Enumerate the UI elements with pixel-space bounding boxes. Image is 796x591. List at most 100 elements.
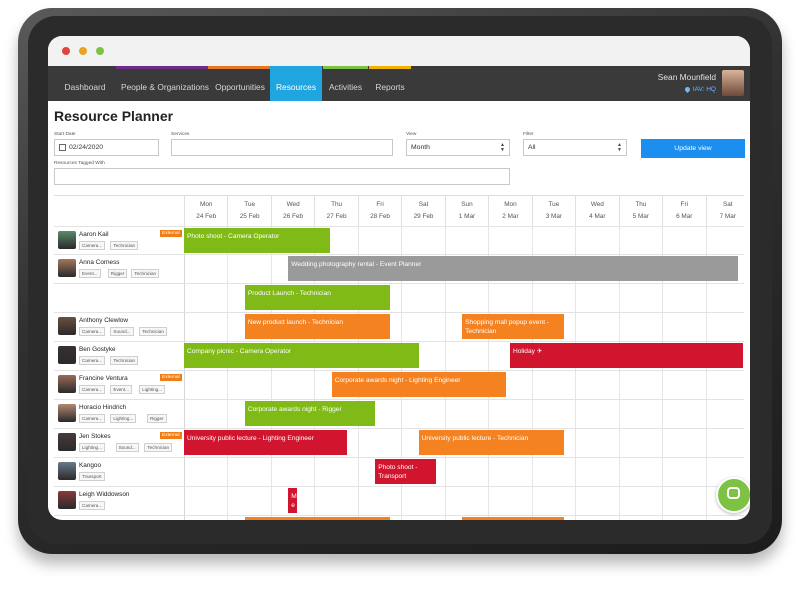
- resource-avatar[interactable]: [58, 491, 76, 509]
- resource-avatar[interactable]: [58, 259, 76, 277]
- update-view-button[interactable]: Update view: [641, 139, 745, 158]
- booking-bar[interactable]: M e: [288, 488, 297, 513]
- chat-button[interactable]: [716, 477, 750, 513]
- row-line: [54, 226, 744, 227]
- resource-name[interactable]: Ben Gostyke: [79, 346, 116, 353]
- resource-tag: Event...: [79, 269, 101, 278]
- window-chrome: [48, 36, 750, 66]
- booking-bar[interactable]: [244, 517, 391, 520]
- user-avatar[interactable]: [722, 70, 744, 96]
- resource-tag: Lighting...: [139, 385, 166, 394]
- day-of-week: Wed: [286, 201, 300, 208]
- day-date: 24 Feb: [196, 213, 217, 220]
- resource-name[interactable]: Jen Stokes: [79, 433, 111, 440]
- day-header: Sun 1 Mar: [444, 196, 488, 226]
- tab-resources-label: Resources: [275, 82, 317, 92]
- day-header: Tue 3 Mar: [531, 196, 575, 226]
- booking-bar[interactable]: University public lecture - Technician: [418, 430, 565, 455]
- location-pin-icon: [683, 85, 691, 93]
- booking-bar[interactable]: University public lecture - Lighting Eng…: [184, 430, 347, 455]
- tab-resources[interactable]: Resources: [270, 66, 322, 101]
- day-of-week: Tue: [548, 201, 560, 208]
- resource-name[interactable]: Leigh Widdowson: [79, 491, 130, 498]
- booking-bar[interactable]: New product launch - Technician: [244, 314, 391, 339]
- tab-opportunities[interactable]: Opportunities: [208, 66, 272, 101]
- booking-bar[interactable]: Wedding photography rental - Event Plann…: [288, 256, 739, 281]
- booking-bar[interactable]: Corporate awards night - Rigger: [244, 401, 376, 426]
- start-date-input[interactable]: 02/24/2020: [54, 139, 159, 156]
- row-line: [54, 312, 744, 313]
- tab-activities[interactable]: Activities: [323, 66, 368, 101]
- row-line: [54, 283, 744, 284]
- row-line: [54, 254, 744, 255]
- resource-name[interactable]: Horacio Hindrich: [79, 404, 127, 411]
- day-of-week: Fri: [680, 201, 688, 208]
- services-input[interactable]: [171, 139, 393, 156]
- tab-dashboard[interactable]: Dashboard: [54, 66, 116, 101]
- view-select-value: Month: [411, 144, 430, 151]
- minimize-window-button[interactable]: [79, 47, 87, 55]
- tab-dashboard-label: Dashboard: [64, 82, 106, 92]
- filter-select[interactable]: All ▲ ▼: [523, 139, 627, 156]
- tab-opportunities-label: Opportunities: [215, 82, 265, 92]
- resource-avatar[interactable]: [58, 346, 76, 364]
- external-badge: External: [160, 230, 182, 237]
- resource-grid: Mon 24 Feb Tue 25 Feb Wed 26 Feb Thu 27 Feb Fri 2…: [54, 195, 744, 520]
- day-header: Wed 26 Feb: [270, 196, 314, 226]
- resource-name[interactable]: Francine Ventura: [79, 375, 128, 382]
- row-line: [54, 341, 744, 342]
- tab-reports[interactable]: Reports: [369, 66, 411, 101]
- tagged-input[interactable]: [54, 168, 510, 185]
- day-of-week: Fri: [376, 201, 384, 208]
- day-date: 7 Mar: [719, 213, 736, 220]
- resource-avatar[interactable]: [58, 375, 76, 393]
- chat-icon: [727, 487, 740, 499]
- resource-avatar[interactable]: [58, 231, 76, 249]
- tab-people-organizations[interactable]: People & Organizations: [116, 66, 214, 101]
- resource-tag: Technician: [144, 443, 173, 452]
- resource-tag: Transport: [79, 472, 105, 481]
- resource-avatar[interactable]: [58, 433, 76, 451]
- resource-tag: Sound...: [115, 443, 139, 452]
- day-header: Fri 6 Mar: [662, 196, 705, 226]
- booking-bar[interactable]: Company picnic - Camera Operator: [184, 343, 419, 368]
- resource-tag: Lighting...: [79, 443, 105, 452]
- user-name[interactable]: Sean Mounfield: [657, 72, 716, 82]
- booking-bar[interactable]: Photo shoot - Camera Operator: [184, 228, 330, 253]
- resource-name[interactable]: Aaron Kail: [79, 231, 109, 238]
- resource-avatar[interactable]: [58, 462, 76, 480]
- resource-tag: Camera...: [79, 501, 106, 510]
- day-date: 25 Feb: [239, 213, 260, 220]
- resource-tag: Camera...: [79, 327, 106, 336]
- day-date: 28 Feb: [370, 213, 390, 220]
- select-arrows-icon: ▲ ▼: [500, 142, 505, 153]
- view-select[interactable]: Month ▲ ▼: [406, 139, 510, 156]
- resource-name[interactable]: Kangoo: [79, 462, 102, 469]
- close-window-button[interactable]: [62, 47, 70, 55]
- day-column-line: [227, 226, 229, 520]
- day-column-line: [314, 226, 316, 520]
- day-date: 27 Feb: [326, 213, 347, 220]
- tagged-label: Resources Tagged With: [54, 161, 105, 166]
- external-badge: External: [160, 432, 182, 439]
- booking-bar[interactable]: Shopping mall popup event - Technician: [462, 314, 565, 339]
- resource-avatar[interactable]: [58, 317, 76, 335]
- booking-bar[interactable]: Photo shoot - Transport: [375, 459, 437, 484]
- user-location[interactable]: IAV: HQ: [683, 85, 716, 93]
- maximize-window-button[interactable]: [96, 47, 104, 55]
- tab-people-label: People & Organizations: [121, 82, 209, 92]
- start-date-label: Start Date: [54, 132, 76, 137]
- booking-bar[interactable]: Product Launch - Technician: [244, 285, 391, 310]
- resource-name[interactable]: Anna Corness: [79, 259, 120, 266]
- day-date: 4 Mar: [589, 213, 606, 220]
- day-header: Mon 24 Feb: [184, 196, 227, 226]
- resource-avatar[interactable]: [58, 404, 76, 422]
- booking-bar[interactable]: Holiday ✈: [509, 343, 743, 368]
- resource-name[interactable]: Anthony Clewlow: [79, 317, 129, 324]
- booking-bar[interactable]: Corporate awards night - Lighting Engine…: [331, 372, 506, 397]
- day-date: 26 Feb: [283, 213, 304, 220]
- day-of-week: Sat: [418, 201, 429, 208]
- view-label: View: [406, 132, 417, 137]
- booking-bar[interactable]: [462, 517, 565, 520]
- day-column-line: [531, 226, 533, 520]
